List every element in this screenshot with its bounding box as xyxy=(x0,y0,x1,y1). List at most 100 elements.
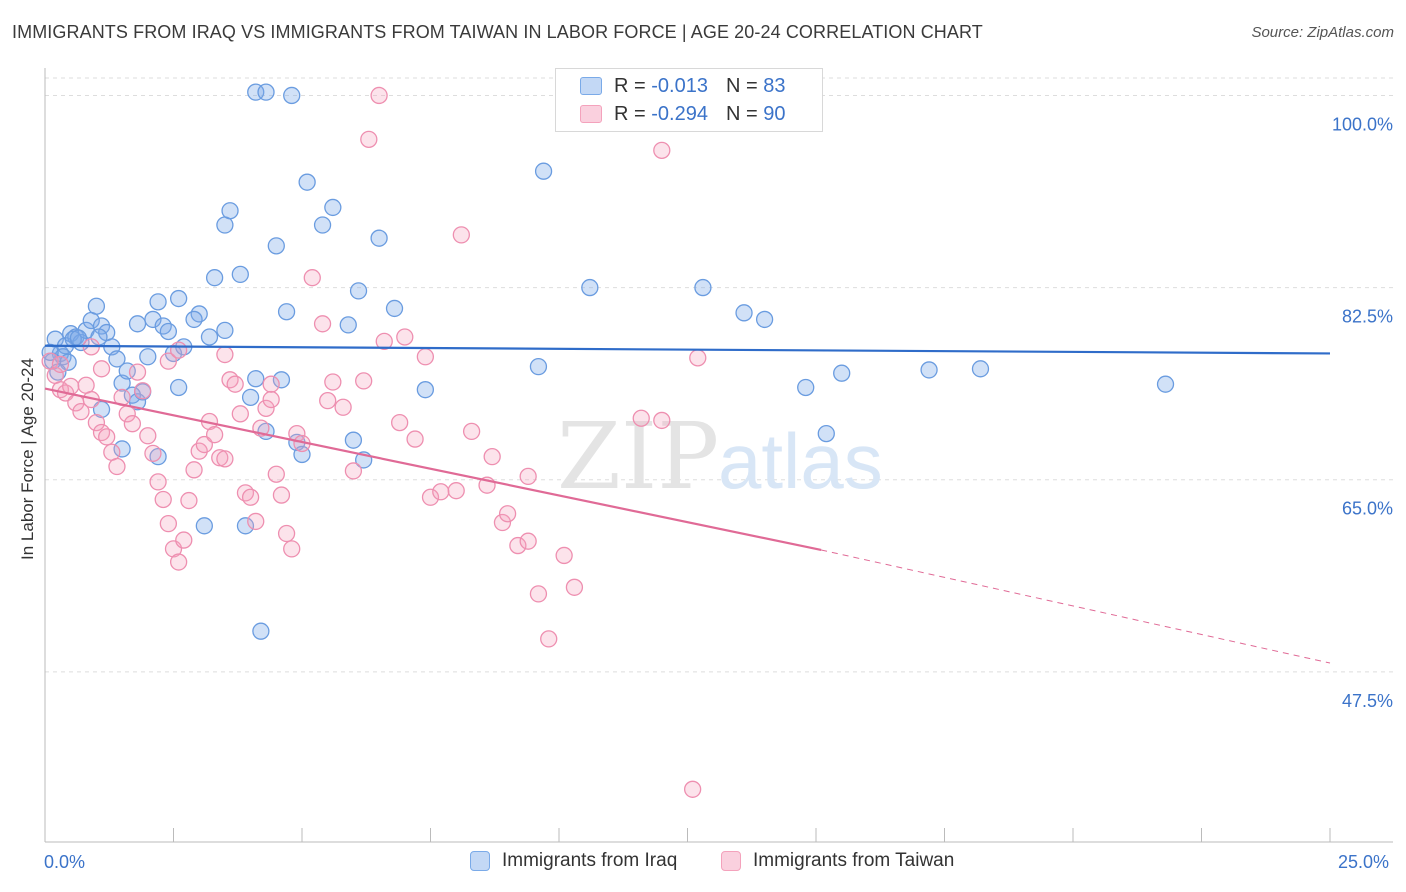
iraq-point xyxy=(1156,375,1175,393)
taiwan-point xyxy=(149,473,167,491)
taiwan-point xyxy=(180,491,198,510)
chart-title: IMMIGRANTS FROM IRAQ VS IMMIGRANTS FROM … xyxy=(12,22,983,42)
iraq-point xyxy=(267,237,285,255)
taiwan-trend-extension xyxy=(821,549,1331,664)
taiwan-point xyxy=(529,585,548,603)
legend-item-taiwan: Immigrants from Taiwan xyxy=(721,850,954,872)
taiwan-point xyxy=(313,315,332,333)
iraq-point xyxy=(247,370,265,388)
watermark-atlas: atlas xyxy=(718,417,883,505)
stats-row-taiwan: R = -0.294 N = 90 xyxy=(580,101,785,127)
y-tick-label: 100.0% xyxy=(1332,114,1393,134)
taiwan-point xyxy=(267,465,285,483)
y-tick-labels: 47.5% 65.0% 82.5% 100.0% xyxy=(1332,114,1393,710)
axes-layer xyxy=(44,68,1393,843)
watermark-zip: ZIP xyxy=(557,403,719,510)
taiwan-point xyxy=(447,482,465,500)
iraq-point xyxy=(205,269,224,287)
iraq-point xyxy=(257,83,275,101)
iraq-point xyxy=(416,381,435,399)
taiwan-point xyxy=(462,422,481,441)
n-label: N = xyxy=(725,74,758,97)
taiwan-point xyxy=(175,531,193,549)
iraq-point xyxy=(534,162,553,180)
taiwan-point xyxy=(519,532,537,550)
iraq-trend-line xyxy=(44,344,1331,355)
iraq-point xyxy=(971,360,990,378)
legend-label-taiwan: Immigrants from Taiwan xyxy=(753,850,955,871)
taiwan-point xyxy=(169,341,188,359)
legend-item-iraq: Immigrants from Iraq xyxy=(470,850,677,872)
taiwan-point xyxy=(139,427,157,445)
trend-layer xyxy=(44,344,1331,664)
x-tick-label-min: 0.0% xyxy=(44,852,86,872)
r-label: R = xyxy=(614,102,646,125)
taiwan-point xyxy=(205,426,224,444)
iraq-point xyxy=(216,321,234,340)
taiwan-point xyxy=(262,375,280,393)
taiwan-point xyxy=(108,457,126,476)
taiwan-point xyxy=(396,328,414,346)
taiwan-point xyxy=(77,376,95,394)
n-label: N = xyxy=(725,102,758,125)
grid-layer xyxy=(45,77,1393,673)
taiwan-point xyxy=(555,546,573,565)
iraq-point xyxy=(283,86,301,105)
points-layer xyxy=(41,83,1175,798)
taiwan-point xyxy=(452,226,470,244)
taiwan-point xyxy=(483,447,501,466)
taiwan-point xyxy=(272,486,291,504)
taiwan-point xyxy=(565,578,584,596)
taiwan-point xyxy=(169,553,188,571)
iraq-point xyxy=(324,198,342,217)
taiwan-point xyxy=(375,332,393,351)
taiwan-point xyxy=(216,450,234,468)
iraq-point xyxy=(339,316,357,334)
taiwan-point xyxy=(154,490,172,509)
iraq-point xyxy=(313,216,332,234)
taiwan-point xyxy=(540,630,558,648)
taiwan-point xyxy=(257,399,275,417)
taiwan-point xyxy=(391,413,409,432)
taiwan-point xyxy=(159,514,178,533)
taiwan-point xyxy=(406,430,424,448)
taiwan-point xyxy=(262,390,280,409)
taiwan-point xyxy=(128,363,147,381)
iraq-point xyxy=(920,361,938,379)
taiwan-point xyxy=(72,402,90,421)
taiwan-swatch xyxy=(580,105,602,123)
y-tick-label: 47.5% xyxy=(1342,691,1393,711)
iraq-point xyxy=(236,517,255,535)
iraq-point xyxy=(231,265,249,284)
taiwan-point xyxy=(334,398,352,416)
r-value: -0.013 xyxy=(651,74,708,97)
taiwan-point xyxy=(370,86,388,105)
taiwan-point xyxy=(653,141,671,159)
series-legend: Immigrants from Iraq Immigrants from Tai… xyxy=(0,850,1406,880)
watermark: ZIP atlas xyxy=(557,403,883,510)
iraq-point xyxy=(833,364,851,382)
iraq-point xyxy=(252,622,270,640)
r-value: -0.294 xyxy=(651,102,708,125)
iraq-point xyxy=(755,310,774,329)
n-value: 90 xyxy=(763,102,786,125)
taiwan-point xyxy=(324,373,342,391)
taiwan-point xyxy=(303,269,321,287)
taiwan-point xyxy=(683,780,702,798)
taiwan-point xyxy=(344,462,363,480)
taiwan-point xyxy=(226,375,244,393)
iraq-point xyxy=(195,517,213,535)
iraq-point xyxy=(735,304,753,322)
y-tick-label: 65.0% xyxy=(1342,499,1393,519)
taiwan-point xyxy=(632,409,650,427)
taiwan-point xyxy=(103,443,121,461)
x-tick-label-max: 25.0% xyxy=(1338,852,1390,872)
iraq-point xyxy=(41,343,59,361)
iraq-point xyxy=(385,299,404,318)
taiwan-point xyxy=(247,512,265,531)
taiwan-point xyxy=(216,345,234,364)
iraq-point xyxy=(370,229,388,247)
taiwan-point xyxy=(421,488,440,506)
taiwan-point xyxy=(134,382,152,400)
